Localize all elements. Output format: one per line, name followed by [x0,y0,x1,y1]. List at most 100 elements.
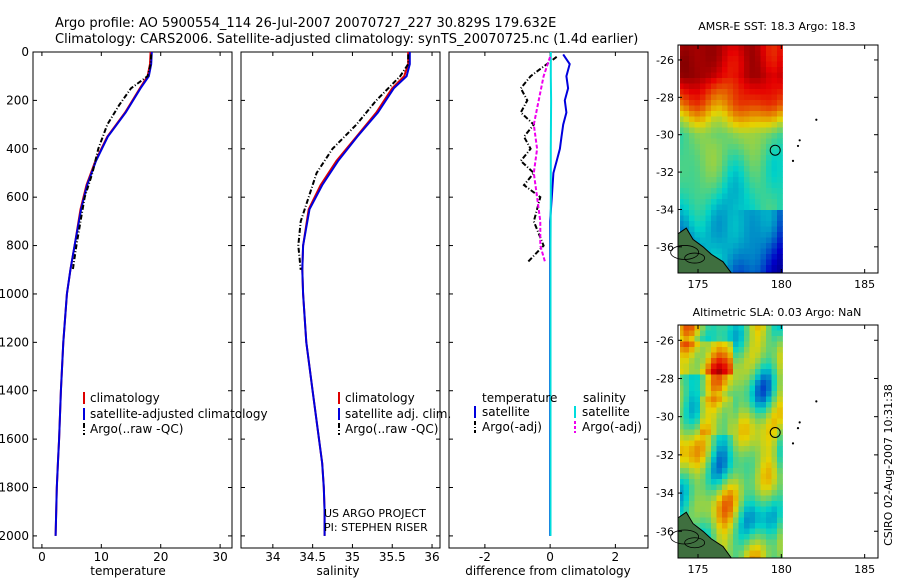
map-cell [700,188,706,194]
map-cell [680,182,684,189]
map-cell [722,512,728,518]
map-cell [777,451,783,458]
series-line [519,55,558,264]
map-cell [711,133,717,139]
map-cell [694,479,701,485]
map-cell [744,56,750,62]
map-cell [733,237,739,244]
map-cell [744,204,750,211]
map-cell [771,495,778,502]
map-cell [766,149,772,156]
map-cell [722,56,728,62]
map-cell [711,435,717,441]
map-cell [738,413,745,419]
map-cell [727,83,734,90]
map-cell [777,479,783,485]
map-cell [749,336,756,342]
map-cell [738,325,745,331]
map-cell [700,325,706,331]
x-tick-label: 35.5 [379,550,406,564]
map-cell [771,352,778,359]
map-cell [727,232,734,238]
map-cell [744,237,750,244]
map-cell [680,457,684,463]
map-cell [705,193,712,200]
map-cell [749,171,756,178]
map-cell [700,396,706,403]
map-cell [722,341,728,348]
map-cell [689,215,695,222]
map-cell [711,358,717,364]
map-cell [760,363,767,370]
map-cell [689,347,695,353]
map-cell [771,248,778,255]
map-cell [777,402,783,408]
map-cell [680,440,684,447]
map-cell [777,446,783,452]
map-cell [689,122,695,128]
map-cell [755,127,761,134]
map-cell [680,347,684,353]
map-cell [777,523,783,529]
map-cell [777,160,783,167]
map-cell [733,501,739,507]
map-cell [727,56,734,62]
map-cell [749,363,756,370]
x-tick-label: 34 [265,550,280,564]
map-cell [760,232,767,238]
island-dot [815,118,818,121]
map-cell [689,204,695,211]
map-cell [755,440,761,447]
map-cell [777,133,783,139]
map-cell [722,232,728,238]
map-cell [716,221,723,227]
map-cell [733,347,739,353]
map-cell [744,94,750,101]
map-cell [700,210,706,216]
map-cell [700,45,706,51]
map-cell [700,204,706,211]
map-cell [716,67,723,73]
map-cell [766,512,772,518]
map-cell [680,83,684,90]
map-cell [777,457,783,463]
series-line [301,52,411,536]
map-cell [705,451,712,458]
map-cell [716,369,723,375]
map-cell [680,127,684,134]
map-cell [716,193,723,200]
map-cell [716,243,723,249]
map-cell [771,363,778,370]
map-cell [716,330,723,337]
map-cell [680,402,684,408]
map-cell [689,473,695,480]
map-cell [760,501,767,507]
map-cell [705,221,712,227]
map-cell [680,188,684,194]
map-cell [744,259,750,266]
map-cell [716,352,723,359]
map-cell [733,336,739,342]
map-cell [727,528,734,535]
map-cell [744,380,750,386]
map-cell [700,418,706,425]
map-cell [771,490,778,496]
map-cell [744,446,750,452]
map-cell [749,517,756,524]
map-cell [683,418,690,425]
map-cell [694,221,701,227]
map-cell [711,468,717,474]
difference-panel-frame [448,51,649,549]
map-cell [760,396,767,403]
map-cell [700,391,706,397]
map-cell [755,111,761,117]
map-cell [694,61,701,68]
map-cell [738,193,745,200]
map-cell [733,330,739,337]
map-cell [680,330,684,337]
map-cell [777,243,783,249]
map-cell [705,177,712,183]
map-cell [722,210,728,216]
map-cell [727,193,734,200]
map-cell [766,188,772,194]
